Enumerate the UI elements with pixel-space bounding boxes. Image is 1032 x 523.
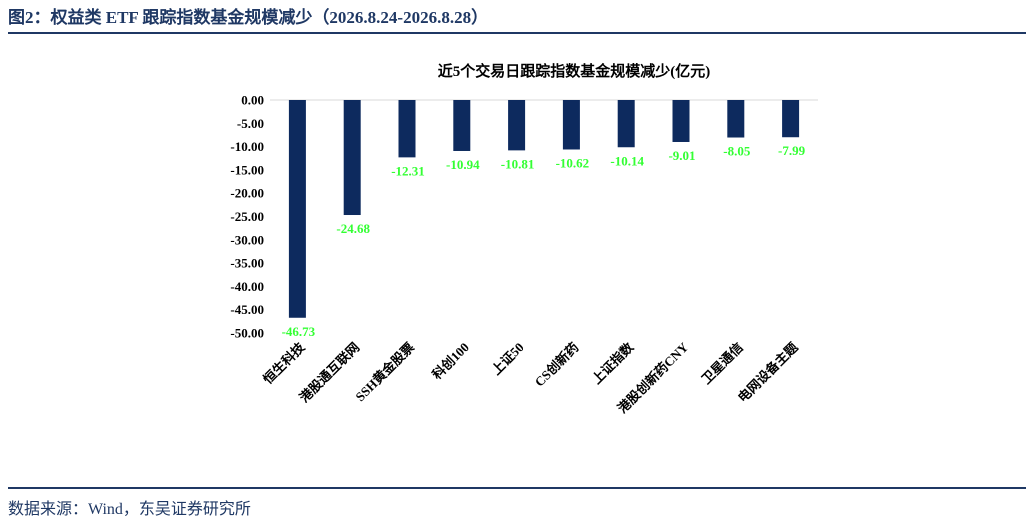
bar bbox=[288, 100, 306, 318]
data-label: -9.01 bbox=[668, 148, 695, 163]
data-label: -10.94 bbox=[446, 157, 480, 172]
x-tick-label: SSH黄金股票 bbox=[352, 340, 417, 405]
bar bbox=[782, 100, 800, 138]
data-label: -24.68 bbox=[336, 221, 370, 236]
x-tick-label: 上证指数 bbox=[589, 339, 637, 387]
bar bbox=[617, 100, 635, 148]
bar bbox=[453, 100, 471, 151]
figure-title: 图2：权益类 ETF 跟踪指数基金规模减少（2026.8.24-2026.8.2… bbox=[8, 8, 489, 27]
top-divider bbox=[8, 32, 1026, 34]
bar bbox=[508, 100, 526, 151]
y-tick-label: -50.00 bbox=[230, 326, 264, 341]
bar bbox=[343, 100, 361, 216]
bars-layer bbox=[288, 100, 800, 318]
data-label: -46.73 bbox=[282, 324, 316, 339]
bar bbox=[398, 100, 416, 158]
axis-layer: 0.00 -5.00 -10.00 -15.00 -20.00 -25.00 -30.00 -… bbox=[230, 93, 818, 341]
y-tick-label: -40.00 bbox=[230, 279, 264, 294]
x-tick-label: 电网设备主题 bbox=[735, 339, 801, 405]
y-tick-label: -20.00 bbox=[230, 186, 264, 201]
x-tick-label: 恒生科技 bbox=[260, 339, 308, 387]
data-label: -10.14 bbox=[610, 153, 644, 168]
data-label: -8.05 bbox=[723, 144, 751, 159]
data-labels-layer: -46.73 -24.68 -12.31 -10.94 -10.81 -10.62 -10.… bbox=[282, 143, 806, 339]
y-tick-label: -10.00 bbox=[230, 139, 264, 154]
bottom-divider bbox=[8, 487, 1026, 489]
y-tick-label: -25.00 bbox=[230, 209, 264, 224]
x-tick-label: 上证50 bbox=[489, 340, 527, 378]
y-tick-label: -45.00 bbox=[230, 302, 264, 317]
x-tick-label: CS创新药 bbox=[532, 340, 582, 390]
source-note: 数据来源：Wind，东吴证券研究所 bbox=[8, 501, 251, 518]
data-label: -7.99 bbox=[778, 143, 806, 158]
y-tick-label: -15.00 bbox=[230, 162, 264, 177]
bar bbox=[562, 100, 580, 150]
data-label: -10.62 bbox=[556, 155, 590, 170]
data-label: -10.81 bbox=[501, 156, 535, 171]
y-tick-label: -30.00 bbox=[230, 232, 264, 247]
x-tick-label: 科创100 bbox=[429, 340, 472, 383]
y-tick-label: -5.00 bbox=[237, 116, 264, 131]
bar-chart: 近5个交易日跟踪指数基金规模减少(亿元) 0.00 -5.00 -10.00 -15.… bbox=[230, 62, 818, 416]
y-tick-label: 0.00 bbox=[241, 93, 264, 108]
x-tick-label: 卫星通信 bbox=[699, 340, 746, 387]
y-tick-label: -35.00 bbox=[230, 256, 264, 271]
bar bbox=[727, 100, 745, 138]
bar bbox=[672, 100, 690, 142]
chart-title: 近5个交易日跟踪指数基金规模减少(亿元) bbox=[438, 62, 711, 80]
data-label: -12.31 bbox=[391, 163, 425, 178]
